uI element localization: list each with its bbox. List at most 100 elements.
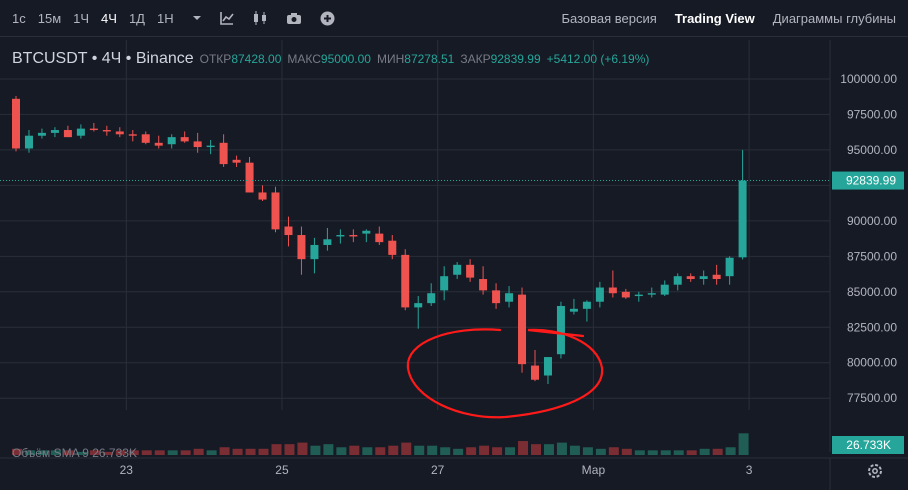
candle-body[interactable] [349, 235, 358, 237]
candle-body[interactable] [531, 365, 539, 380]
candle-body[interactable] [141, 134, 150, 143]
candle-body[interactable] [427, 293, 436, 304]
depth-chart-tab[interactable]: Диаграммы глубины [772, 10, 896, 26]
volume-bar [206, 450, 217, 455]
timeframe-2[interactable]: 1Ч [73, 10, 90, 26]
candle-body[interactable] [582, 301, 591, 309]
candle-body[interactable] [115, 131, 124, 135]
volume-bar [63, 450, 74, 455]
timeframe-4[interactable]: 1Д [128, 10, 145, 26]
volume-bar [89, 450, 100, 455]
volume-bar [24, 450, 35, 455]
volume-bar [543, 444, 554, 455]
volume-bar [180, 450, 191, 455]
candle-body[interactable] [556, 305, 565, 355]
price-chart[interactable]: 100000.0097500.0095000.0092500.0090000.0… [0, 40, 908, 490]
last-price-tag [832, 171, 904, 190]
candle-body[interactable] [375, 233, 384, 243]
candle-body[interactable] [258, 192, 267, 200]
candle-body[interactable] [193, 141, 202, 148]
candle-body[interactable] [297, 235, 306, 260]
candle-body[interactable] [206, 145, 215, 148]
candle-body[interactable] [154, 142, 163, 146]
candle-body[interactable] [505, 293, 514, 302]
candle-body[interactable] [673, 276, 682, 285]
candle-body[interactable] [660, 284, 669, 295]
candle-body[interactable] [466, 264, 475, 278]
timeframe-1[interactable]: 15м [37, 10, 62, 26]
candle-body[interactable] [738, 180, 747, 258]
timeframe-5[interactable]: 1Н [157, 10, 174, 26]
candle-body[interactable] [699, 276, 708, 280]
volume-bar [427, 445, 438, 455]
candle-body[interactable] [414, 303, 423, 308]
basic-version-tab[interactable]: Базовая версия [561, 10, 657, 26]
candle-body[interactable] [284, 226, 293, 236]
candle-body[interactable] [245, 162, 254, 193]
candle-body[interactable] [725, 257, 734, 277]
low-value: 87278.51 [404, 52, 455, 66]
candle-body[interactable] [453, 264, 462, 275]
y-tick-label: 95000.00 [847, 143, 897, 157]
price-axis[interactable] [830, 40, 908, 452]
candle-body[interactable] [219, 142, 228, 165]
candle-body[interactable] [440, 276, 449, 291]
ohlc-legend: BTCUSDT • 4Ч • Binance ОТКР 87428.00 МАК… [12, 50, 655, 68]
candle-body[interactable] [89, 128, 98, 131]
candle-body[interactable] [336, 235, 345, 237]
volume-bar [712, 448, 723, 455]
volume-tag [832, 436, 904, 454]
candle-body[interactable] [647, 293, 656, 295]
volume-bar [375, 447, 386, 455]
tradingview-tab[interactable]: Trading View [674, 10, 755, 26]
volume-bar [621, 448, 632, 455]
volume-bar [245, 448, 256, 455]
candle-body[interactable] [686, 276, 695, 280]
open-label: ОТКР [199, 52, 232, 66]
camera-icon[interactable] [286, 12, 302, 25]
candle-body[interactable] [24, 135, 33, 149]
candle-body[interactable] [479, 279, 488, 291]
candle-body[interactable] [76, 128, 85, 136]
indicator-icon[interactable] [219, 11, 234, 25]
candle-body[interactable] [232, 159, 241, 163]
candle-body[interactable] [310, 244, 319, 260]
candle-body[interactable] [608, 287, 617, 294]
candle-body[interactable] [50, 130, 59, 133]
plus-circle-icon[interactable] [320, 11, 335, 26]
candle-body[interactable] [621, 291, 630, 298]
candle-body[interactable] [271, 192, 280, 230]
settings-gear-icon[interactable] [868, 464, 882, 478]
timeframe-0[interactable]: 1с [12, 10, 26, 26]
candle-body[interactable] [401, 254, 410, 308]
candle-body[interactable] [543, 357, 552, 376]
candles-icon[interactable] [252, 11, 268, 25]
candle-body[interactable] [569, 308, 578, 312]
symbol-label: BTCUSDT • 4Ч • Binance [12, 50, 194, 67]
candle-body[interactable] [128, 134, 137, 136]
candle-body[interactable] [323, 239, 332, 245]
candle-body[interactable] [167, 137, 176, 145]
candle-body[interactable] [180, 137, 189, 142]
candle-body[interactable] [12, 98, 20, 149]
x-tick-label: 27 [431, 463, 445, 477]
timeframe-3[interactable]: 4Ч [101, 10, 117, 26]
chevron-down-icon[interactable] [192, 14, 202, 22]
candle-body[interactable] [102, 130, 111, 132]
candle-body[interactable] [518, 294, 527, 365]
candle-body[interactable] [63, 130, 72, 138]
candle-body[interactable] [634, 294, 643, 297]
volume-bar [466, 447, 477, 455]
volume-bar [569, 445, 580, 455]
candle-body[interactable] [595, 287, 604, 302]
candle-body[interactable] [492, 290, 501, 304]
candle-body[interactable] [388, 240, 397, 255]
volume-bar [128, 450, 139, 455]
timeframe-group: 1с 15м 1Ч 4Ч 1Д 1Н [0, 11, 174, 26]
volume-bar [258, 448, 269, 455]
candle-body[interactable] [712, 274, 721, 280]
candle-body[interactable] [37, 132, 46, 136]
close-label: ЗАКР [460, 52, 491, 66]
volume-bar [193, 448, 204, 455]
candle-body[interactable] [362, 230, 371, 234]
